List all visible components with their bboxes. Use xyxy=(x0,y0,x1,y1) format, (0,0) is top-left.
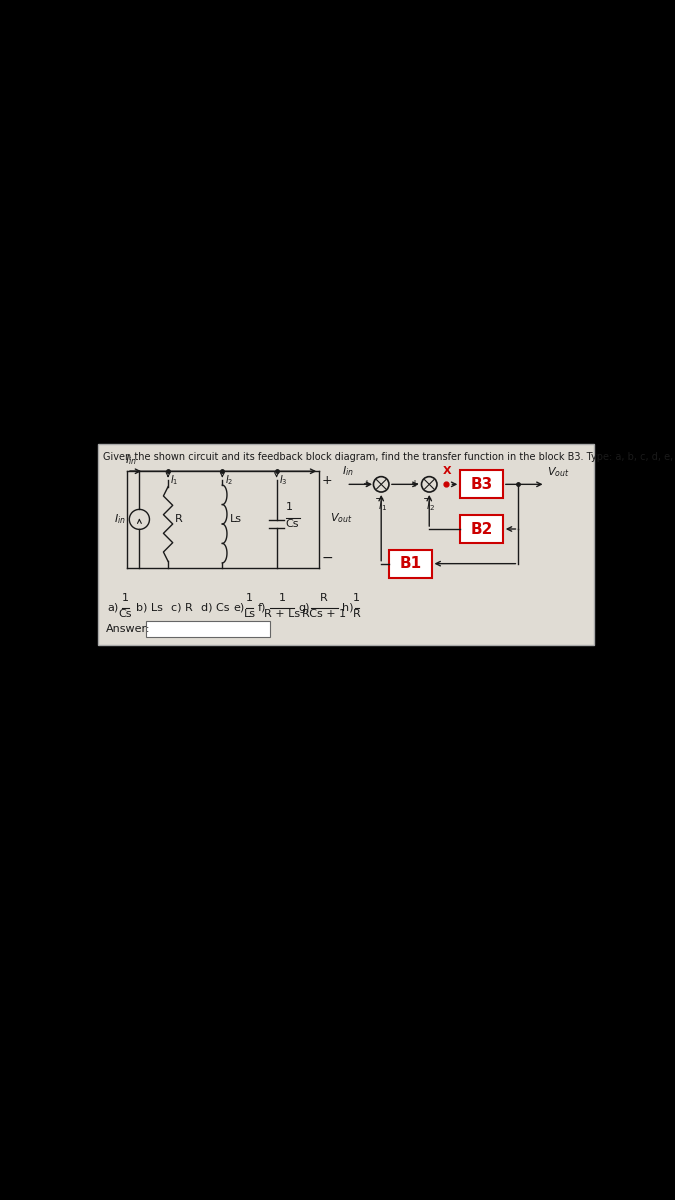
Text: 1: 1 xyxy=(353,593,360,602)
Text: Answer:: Answer: xyxy=(106,624,151,634)
Text: $V_{out}$: $V_{out}$ xyxy=(330,511,352,524)
Text: $I_3$: $I_3$ xyxy=(279,473,288,486)
Text: Cs: Cs xyxy=(286,520,300,529)
Text: d) Cs: d) Cs xyxy=(200,602,229,612)
Text: 1: 1 xyxy=(286,502,293,511)
Text: e): e) xyxy=(233,602,244,612)
Text: +: + xyxy=(321,474,332,486)
Text: $I_1$: $I_1$ xyxy=(170,473,179,486)
Text: 1: 1 xyxy=(122,593,129,602)
Text: R: R xyxy=(353,610,360,619)
Bar xyxy=(460,515,503,542)
Text: 1: 1 xyxy=(246,593,253,602)
Bar xyxy=(99,444,594,644)
Text: R + Ls: R + Ls xyxy=(264,610,300,619)
Text: −: − xyxy=(423,494,433,504)
Text: 1: 1 xyxy=(279,593,286,602)
Bar xyxy=(146,622,271,637)
Text: Ls: Ls xyxy=(230,515,242,524)
Text: −: − xyxy=(321,551,333,565)
Text: $I_{in}$: $I_{in}$ xyxy=(342,464,354,478)
Text: a): a) xyxy=(107,602,119,612)
Text: R: R xyxy=(321,593,328,602)
Bar xyxy=(389,550,431,577)
Text: $I_2$: $I_2$ xyxy=(426,499,435,512)
Text: Cs: Cs xyxy=(119,610,132,619)
Text: $I_{in}$: $I_{in}$ xyxy=(114,512,126,527)
Text: $I_1$: $I_1$ xyxy=(378,499,387,512)
Text: f): f) xyxy=(258,602,267,612)
Text: Ls: Ls xyxy=(244,610,255,619)
Text: g): g) xyxy=(298,602,310,612)
Text: $I_2$: $I_2$ xyxy=(225,473,233,486)
Text: c) R: c) R xyxy=(171,602,193,612)
Text: B2: B2 xyxy=(470,522,493,536)
Text: B1: B1 xyxy=(399,556,421,571)
Text: R: R xyxy=(175,515,183,524)
Text: +: + xyxy=(362,479,371,488)
Text: RCs + 1: RCs + 1 xyxy=(302,610,346,619)
Text: B3: B3 xyxy=(470,476,493,492)
Text: $I_{in}$: $I_{in}$ xyxy=(126,454,137,468)
Text: b) Ls: b) Ls xyxy=(136,602,163,612)
Text: Given the shown circuit and its feedback block diagram, find the transfer functi: Given the shown circuit and its feedback… xyxy=(103,452,675,462)
Text: +: + xyxy=(410,479,418,488)
Text: $V_{out}$: $V_{out}$ xyxy=(547,466,570,479)
Text: −: − xyxy=(375,494,384,504)
Text: h): h) xyxy=(342,602,354,612)
Bar xyxy=(460,470,503,498)
Text: X: X xyxy=(443,466,452,476)
